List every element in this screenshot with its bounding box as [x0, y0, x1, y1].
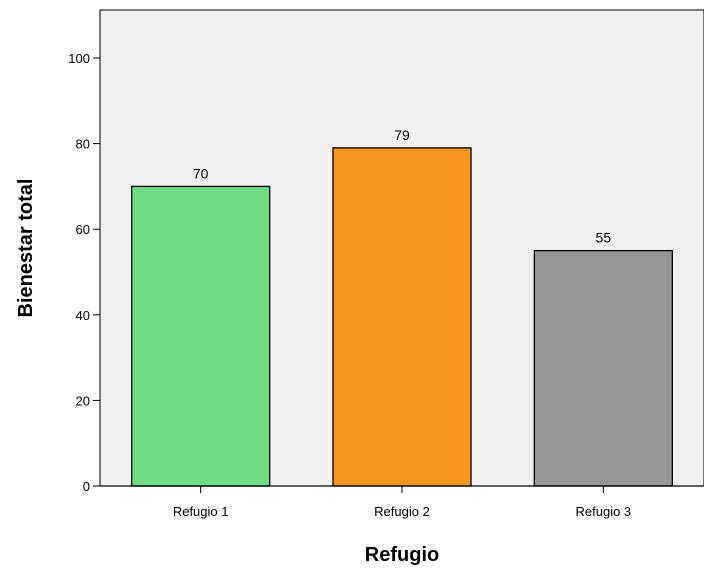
y-tick-label: 100	[68, 51, 90, 66]
y-axis-title: Bienestar total	[15, 179, 37, 318]
data-label: 70	[193, 165, 209, 181]
y-tick-label: 20	[76, 393, 90, 408]
y-tick-label: 40	[76, 308, 90, 323]
bar	[533, 249, 673, 487]
x-tick-label: Refugio 3	[576, 504, 632, 519]
x-axis: Refugio 1 Refugio 2 Refugio 3	[173, 486, 631, 519]
bar	[131, 185, 271, 487]
y-tick-label: 80	[76, 137, 90, 152]
x-tick-label: Refugio 2	[374, 504, 430, 519]
data-label: 79	[394, 127, 410, 143]
y-tick-label: 0	[83, 479, 90, 494]
x-tick-label: Refugio 1	[173, 504, 229, 519]
y-axis: 0 20 40 60 80 100	[68, 51, 100, 494]
data-label: 55	[596, 230, 612, 246]
y-tick-label: 60	[76, 222, 90, 237]
x-axis-title: Refugio	[365, 544, 439, 566]
bar	[332, 147, 472, 487]
bars: 70 79 55	[131, 127, 673, 487]
